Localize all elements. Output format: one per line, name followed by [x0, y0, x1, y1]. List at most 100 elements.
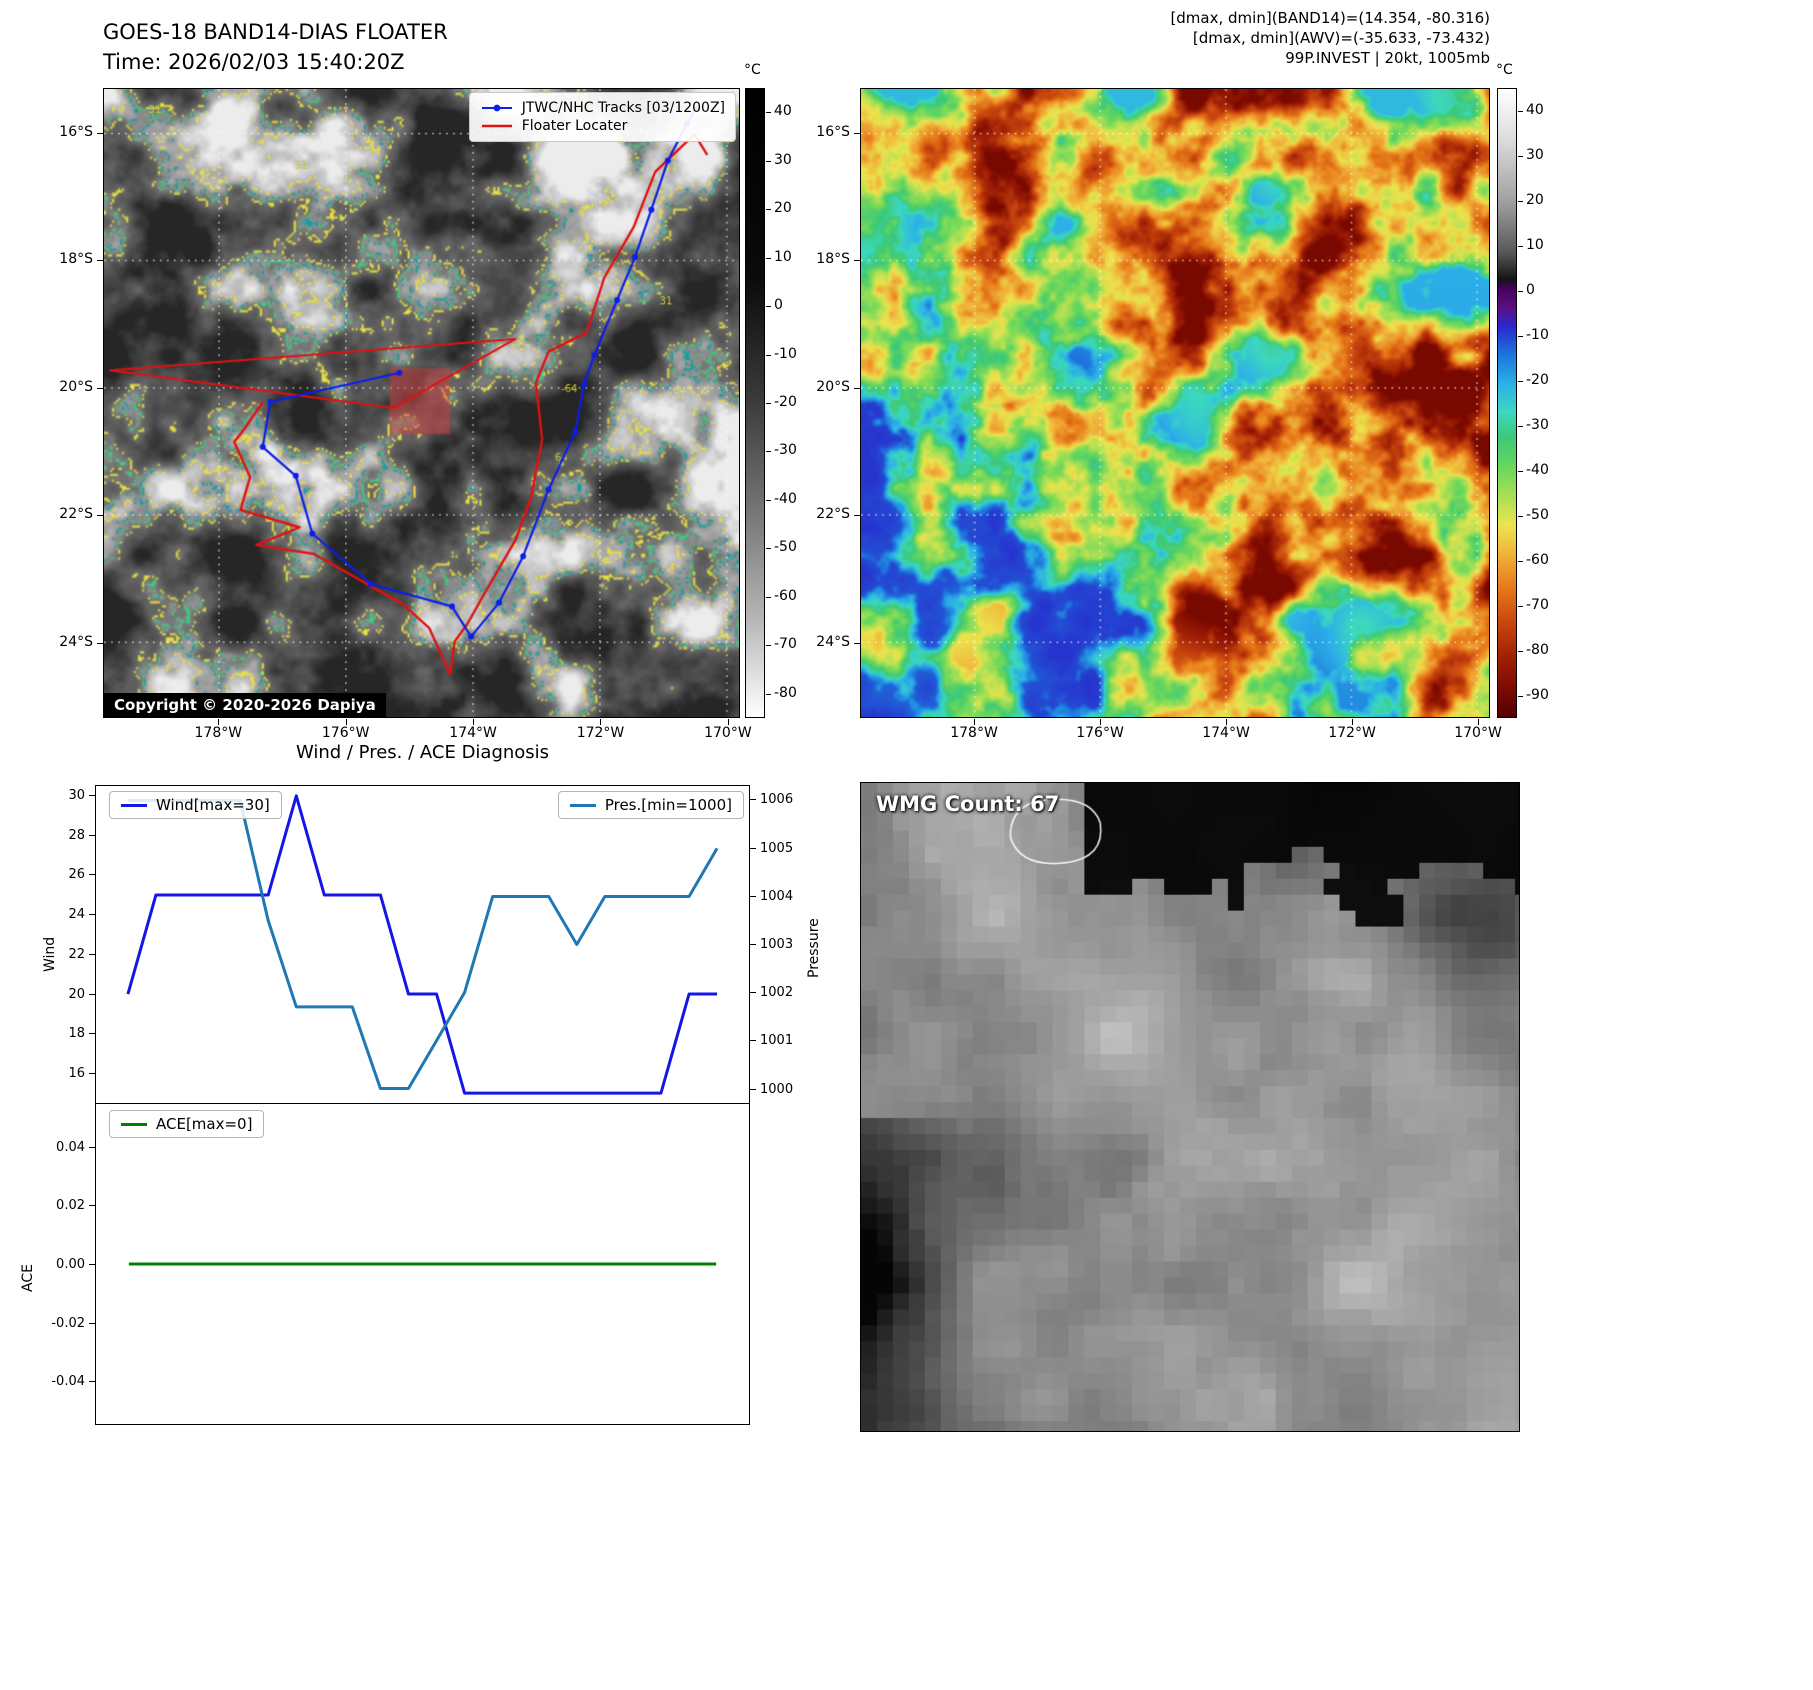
lat-tick-label: 22°S: [816, 506, 850, 523]
pressure-line-sample-icon: [569, 803, 596, 807]
lat-tick-mark: [854, 387, 860, 389]
ace-plot: [95, 1103, 750, 1425]
colorbar: [1497, 88, 1517, 718]
y-tick-label: 0.00: [56, 1257, 85, 1272]
lat-tick-mark: [97, 515, 103, 517]
series-line: [126, 794, 718, 1095]
colorbar-tick-label: 10: [1526, 236, 1544, 253]
colorbar-tick-label: -50: [774, 539, 797, 556]
y-tick-mark: [89, 834, 95, 836]
lon-tick-label: 174°W: [1202, 725, 1250, 741]
lon-tick-mark: [600, 719, 602, 725]
lon-tick-label: 178°W: [950, 725, 998, 741]
colorbar-tick-label: -20: [774, 394, 797, 410]
y-tick-mark: [750, 847, 756, 849]
header-line-invest-status: 99P.INVEST | 20kt, 1005mb: [1285, 49, 1490, 67]
colorbar-tick-label: -50: [1526, 506, 1549, 523]
lat-tick-label: 20°S: [816, 378, 850, 395]
ace-series: [128, 1262, 717, 1266]
colorbar-tick-mark: [1518, 560, 1523, 562]
lon-tick-mark: [218, 719, 220, 725]
colorbar-tick-mark: [1518, 695, 1523, 697]
lat-tick-mark: [854, 643, 860, 645]
colorbar-tick-label: 30: [774, 151, 792, 168]
y-tick-label: 30: [68, 787, 85, 803]
lat-tick-mark: [854, 515, 860, 517]
wind-line-sample-icon: [121, 803, 147, 807]
copyright-badge: Copyright © 2020-2026 Dapiya: [104, 693, 386, 717]
colorbar-tick-label: -10: [1526, 326, 1549, 343]
colorbar-tick-mark: [1518, 155, 1523, 157]
lon-tick-mark: [345, 719, 347, 725]
celsius-unit-label: °C: [1496, 62, 1513, 78]
colorbar-tick-mark: [1518, 245, 1523, 247]
y-tick-label: 16: [68, 1066, 85, 1082]
colorbar-tick-label: 0: [1526, 281, 1535, 298]
jtwc-track-line-icon: [481, 104, 512, 112]
wind-pressure-plot: [95, 785, 750, 1103]
colorbar-tick-label: 10: [774, 248, 792, 265]
y-tick-label: 18: [68, 1026, 85, 1042]
pressure-legend-label: Pres.[min=1000]: [604, 796, 732, 814]
y-tick-label: 1002: [760, 985, 794, 1001]
y-tick-mark: [89, 953, 95, 955]
lat-tick-mark: [854, 259, 860, 261]
lat-tick-mark: [97, 132, 103, 134]
colorbar-tick-mark: [766, 160, 771, 162]
wind-legend-label: Wind[max=30]: [156, 796, 270, 814]
y-tick-label: 1000: [760, 1081, 794, 1097]
colorbar-tick-mark: [766, 306, 771, 308]
lon-tick-mark: [1226, 719, 1228, 725]
colorbar-tick-mark: [1518, 515, 1523, 517]
header-line-band14-range: [dmax, dmin](BAND14)=(14.354, -80.316): [1170, 9, 1490, 27]
y-tick-label: 0.02: [56, 1198, 85, 1214]
ace-legend-label: ACE[max=0]: [156, 1115, 253, 1133]
lon-tick-mark: [473, 719, 475, 725]
lon-tick-mark: [1352, 719, 1354, 725]
colorbar-tick-mark: [1518, 650, 1523, 652]
lat-tick-label: 24°S: [59, 634, 93, 651]
y-tick-label: 22: [68, 946, 85, 962]
colorbar-tick-label: -40: [774, 490, 797, 507]
colorbar-tick-label: -70: [1526, 596, 1549, 613]
lon-tick-mark: [727, 719, 729, 725]
band14-panel-title: GOES-18 BAND14-DIAS FLOATER: [103, 20, 448, 44]
colorbar-tick-label: -10: [774, 345, 797, 362]
lon-tick-mark: [974, 719, 976, 725]
header-line-awv-range: [dmax, dmin](AWV)=(-35.633, -73.432): [1192, 29, 1490, 47]
y-tick-label: 20: [68, 986, 85, 1002]
y-tick-mark: [89, 1146, 95, 1148]
y-tick-mark: [750, 944, 756, 945]
y-tick-mark: [89, 794, 95, 796]
floater-track-line-icon: [481, 124, 512, 128]
y-tick-mark: [750, 1040, 756, 1042]
ace-line-sample-icon: [121, 1122, 147, 1126]
colorbar-tick-mark: [1518, 110, 1523, 112]
wmg-count-map: [860, 782, 1520, 1432]
colorbar-tick-mark: [766, 645, 771, 647]
colorbar-tick-mark: [1518, 425, 1523, 427]
lon-tick-label: 178°W: [194, 725, 243, 741]
y-tick-mark: [89, 1381, 95, 1383]
colorbar-tick-mark: [766, 451, 771, 453]
y-tick-label: 24: [68, 907, 85, 923]
colorbar-tick-label: 40: [774, 103, 792, 120]
enhanced-panel-header: [dmax, dmin](BAND14)=(14.354, -80.316) […: [900, 8, 1490, 68]
enhanced-ir-map: [860, 88, 1490, 718]
lat-tick-label: 16°S: [816, 123, 850, 140]
legend-label-jtwc: JTWC/NHC Tracks [03/1200Z]: [521, 100, 725, 116]
y-tick-mark: [89, 1205, 95, 1207]
colorbar-tick-label: -40: [1526, 461, 1549, 478]
y-tick-mark: [89, 914, 95, 916]
lat-tick-mark: [97, 643, 103, 645]
wmg-pixel-image: [861, 783, 1519, 1431]
y-tick-mark: [89, 1264, 95, 1265]
y-tick-mark: [89, 1073, 95, 1075]
colorbar-tick-label: 40: [1526, 101, 1544, 118]
legend-item-jtwc-tracks: JTWC/NHC Tracks [03/1200Z]: [480, 100, 725, 116]
colorbar-tick-mark: [766, 499, 771, 501]
colorbar-tick-label: -90: [1526, 686, 1549, 703]
colorbar-tick-mark: [1518, 290, 1523, 292]
colorbar-tick-label: -20: [1526, 371, 1549, 388]
colorbar-tick-label: 20: [1526, 191, 1544, 208]
